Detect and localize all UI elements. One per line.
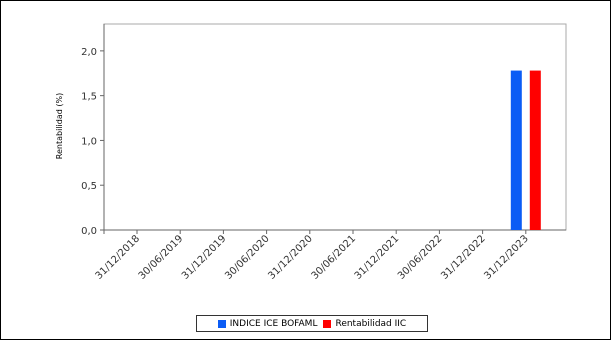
x-tick-label: 31/12/2021 (353, 233, 402, 282)
y-tick-label: 2,0 (81, 47, 97, 58)
x-tick-label: 31/12/2022 (439, 233, 488, 282)
x-tick-label: 31/12/2018 (94, 233, 143, 282)
x-tick-label: 31/12/2020 (266, 233, 315, 282)
x-tick-label: 30/06/2019 (137, 233, 186, 282)
x-tick-label: 31/12/2023 (482, 233, 531, 282)
x-tick-label: 30/06/2022 (396, 233, 445, 282)
legend-item-rentabilidad: Rentabilidad IIC (323, 319, 406, 329)
legend-label: Rentabilidad IIC (335, 318, 407, 329)
y-tick-label: 0,5 (81, 181, 97, 192)
x-tick-label: 31/12/2019 (180, 233, 229, 282)
legend-item-indice: INDICE ICE BOFAML (217, 318, 318, 329)
y-tick-label: 1,0 (81, 136, 97, 147)
y-tick-label: 0,0 (81, 226, 97, 237)
chart-legend: INDICE ICE BOFAML Rentabilidad IIC (196, 315, 428, 332)
legend-label: INDICE ICE BOFAML (229, 318, 318, 329)
legend-swatch-blue (217, 319, 226, 328)
y-axis-label: Rentabilidad (%) (55, 93, 64, 159)
bar-indice (510, 70, 522, 230)
x-tick-label: 30/06/2021 (310, 233, 359, 282)
y-tick-label: 1,5 (81, 92, 97, 103)
x-tick-label: 30/06/2020 (223, 233, 272, 282)
legend-swatch-red (323, 319, 332, 328)
bar-rentabilidad (529, 70, 541, 230)
plot-area (103, 23, 567, 231)
